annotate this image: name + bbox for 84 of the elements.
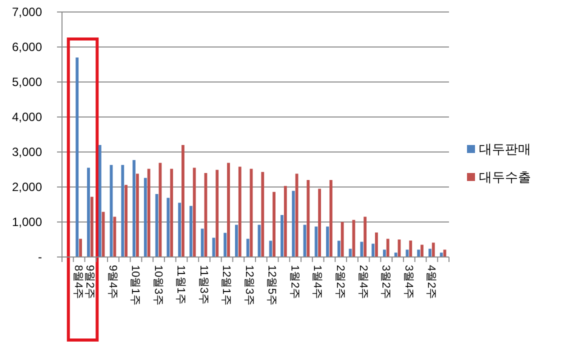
bar (428, 248, 432, 257)
x-tick-label: 12월3주 (242, 265, 255, 306)
bar (227, 162, 230, 257)
bar (178, 202, 182, 257)
bar (192, 168, 196, 257)
bar (166, 198, 170, 257)
bar (98, 145, 102, 257)
bar (182, 145, 184, 257)
x-tick-label: 10월1주 (129, 265, 142, 306)
legend-label: 대두수출 (479, 170, 531, 185)
bar (348, 248, 352, 257)
bar (113, 216, 116, 257)
x-tick-label: 8월4주 (72, 265, 84, 300)
bar (238, 166, 242, 257)
y-tick-label: 2,000 (12, 180, 42, 194)
bar (170, 168, 174, 257)
bar (147, 168, 150, 257)
bar (372, 244, 375, 257)
bar (306, 180, 310, 257)
x-tick-label: 1월2주 (288, 265, 300, 300)
bar (440, 252, 443, 257)
legend-label: 대두판매 (479, 142, 531, 157)
x-tick-label: 9월2주 (84, 265, 96, 300)
x-tick-label: 2월4주 (356, 265, 369, 300)
y-tick-label: 7,000 (12, 5, 42, 20)
bar (269, 240, 272, 257)
x-tick-label: 1월4주 (311, 265, 324, 300)
bar (144, 178, 147, 257)
x-tick-label: 11월1주 (174, 265, 187, 305)
x-tick-label: 9월4주 (106, 265, 118, 300)
x-tick-label: 12월5주 (266, 265, 278, 306)
bar (155, 194, 158, 257)
bar (314, 226, 318, 257)
bar (409, 240, 412, 257)
x-tick-label: 4월2주 (425, 265, 438, 300)
bar (224, 232, 227, 257)
y-tick-label: 3,000 (12, 145, 42, 160)
bar (261, 172, 264, 257)
bar (394, 252, 398, 257)
bar (340, 222, 344, 257)
x-tick-label: 12월1주 (220, 265, 232, 306)
bar (364, 216, 367, 257)
bar (326, 226, 329, 257)
bar (406, 250, 409, 257)
bar (76, 58, 79, 257)
bar (295, 174, 298, 257)
bar (386, 238, 390, 257)
bar (318, 188, 322, 257)
x-tick-label: 3월4주 (402, 265, 414, 300)
y-tick-label: 1,000 (12, 215, 42, 230)
bar (216, 170, 219, 257)
bar (329, 180, 332, 257)
y-tick-label: 4,000 (12, 110, 42, 124)
bar (189, 206, 192, 257)
x-tick-label: 2월2주 (334, 265, 346, 300)
bar (79, 238, 82, 257)
bar (432, 242, 435, 257)
bar (136, 174, 139, 257)
bar (246, 238, 250, 257)
bar (337, 240, 340, 257)
bar (90, 196, 94, 257)
bar (212, 238, 216, 257)
bar (235, 224, 238, 257)
y-tick-label: 5,000 (12, 75, 42, 90)
bar (360, 242, 364, 257)
bar (87, 168, 90, 257)
bar (280, 215, 284, 257)
y-tick-label: - (38, 250, 42, 264)
bar (375, 232, 378, 257)
bar (124, 184, 128, 257)
bar (284, 186, 287, 257)
x-tick-label: 10월3주 (152, 265, 164, 306)
bar (132, 160, 136, 257)
bar (272, 192, 276, 257)
y-tick-label: 6,000 (12, 40, 42, 54)
x-tick-label: 11월3주 (197, 265, 210, 305)
bar (121, 164, 124, 257)
x-tick-label: 3월2주 (380, 265, 392, 300)
bar (200, 228, 204, 257)
bar (420, 244, 424, 257)
bar (292, 190, 295, 257)
bar (382, 250, 386, 257)
bar (417, 250, 420, 257)
bar (102, 212, 105, 257)
